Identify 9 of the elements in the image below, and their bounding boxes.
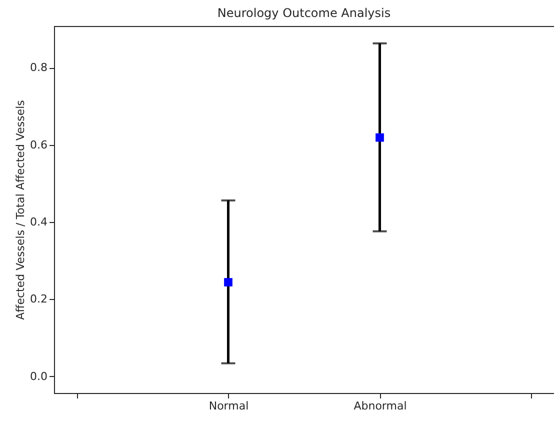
x-tick-label: Normal: [208, 400, 249, 412]
y-axis-title: Affected Vessels / Total Affected Vessels: [14, 100, 28, 320]
chart-title: Neurology Outcome Analysis: [217, 6, 391, 20]
x-tick-label: Abnormal: [354, 400, 407, 412]
y-tick-label: 0.0: [30, 370, 48, 383]
y-tick-label: 0.6: [30, 138, 48, 152]
y-tick-label: 0.2: [30, 292, 48, 306]
y-tick-label: 0.8: [30, 61, 48, 74]
y-tick-label: 0.4: [30, 216, 48, 229]
